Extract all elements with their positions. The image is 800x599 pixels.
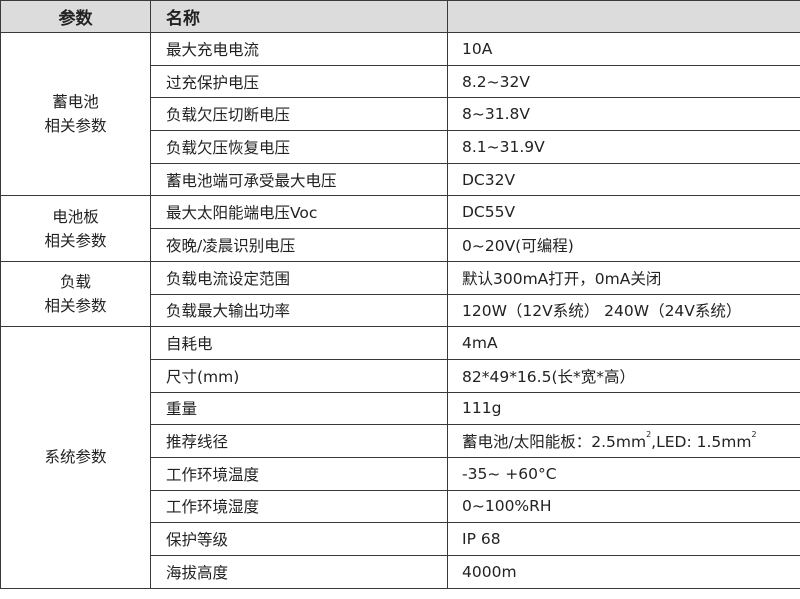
param-name: 保护等级 [150,522,448,556]
table-row: 蓄电池端可承受最大电压 DC32V [1,162,800,197]
header-value [447,0,800,33]
param-value: IP 68 [447,522,800,556]
table-row: 重量 111g [1,391,800,426]
group-label-line2: 相关参数 [44,231,107,250]
param-name: 海拔高度 [150,555,448,589]
param-name: 过充保护电压 [150,64,448,99]
param-name: 最大充电电流 [150,32,448,66]
table-row: 海拔高度 4000m [1,555,800,589]
param-name: 负载欠压切断电压 [150,97,448,132]
param-value: 111g [447,391,800,426]
table-row: 夜晚/凌晨识别电压 0~20V(可编程) [1,228,800,262]
param-value: 82*49*16.5(长*宽*高） [447,358,800,393]
table-row: 负载 相关参数 负载电流设定范围 默认300mA打开，0mA关闭 [0,260,800,328]
param-name: 重量 [150,391,448,426]
table-row: 工作环境温度 -35~ +60°C [1,456,800,491]
param-name: 推荐线径 [150,424,448,458]
param-value: 10A [447,32,800,66]
param-value: 8~31.8V [447,97,800,132]
table-row: 系统参数 自耗电 4mA [0,326,800,589]
param-name: 负载电流设定范围 [150,260,448,295]
table-row: 蓄电池 相关参数 最大充电电流 10A [0,31,800,197]
table-row: 过充保护电压 8.2~32V [1,64,800,99]
param-value: 120W（12V系统） 240W（24V系统） [447,293,800,328]
param-value: -35~ +60°C [447,456,800,491]
group-label-line2: 相关参数 [44,297,107,315]
group-label-line1: 系统参数 [44,448,107,467]
group-label: 负载 相关参数 [0,260,151,328]
param-name: 夜晚/凌晨识别电压 [150,228,448,262]
header-row: 参数 名称 [0,0,800,33]
group-label-line1: 蓄电池 [52,93,99,112]
superscript: 2 [751,430,757,440]
group-label-line1: 负载 [59,273,91,291]
param-name: 尺寸(mm) [150,358,448,393]
param-name: 负载最大输出功率 [150,293,448,328]
group-label-line2: 相关参数 [44,117,107,136]
param-name: 自耗电 [150,326,448,360]
group-label: 蓄电池 相关参数 [0,31,151,197]
param-name: 工作环境温度 [150,456,448,491]
value-part: ,LED: 1.5mm [651,433,752,452]
header-name: 名称 [150,0,448,33]
param-name: 蓄电池端可承受最大电压 [150,162,448,197]
param-value: 0~100%RH [447,489,800,524]
param-value: DC32V [447,162,800,197]
param-value: 8.1~31.9V [447,130,800,164]
param-value: 默认300mA打开，0mA关闭 [447,260,800,295]
table-row: 负载欠压切断电压 8~31.8V [1,97,800,132]
param-value: 4mA [447,326,800,360]
table-row: 电池板 相关参数 最大太阳能端电压Voc DC55V [0,195,800,262]
header-param: 参数 [0,0,151,33]
table-row: 保护等级 IP 68 [1,522,800,556]
param-name: 负载欠压恢复电压 [150,130,448,164]
param-name: 最大太阳能端电压Voc [150,195,448,230]
superscript: 2 [646,430,652,440]
param-name: 工作环境湿度 [150,489,448,524]
group-label: 电池板 相关参数 [0,195,151,262]
group-label-line1: 电池板 [52,207,99,226]
param-value: DC55V [447,195,800,230]
table-row: 推荐线径 蓄电池/太阳能板：2.5mm2,LED: 1.5mm2 [1,424,800,458]
param-value: 8.2~32V [447,64,800,99]
value-part: 蓄电池/太阳能板：2.5mm [462,433,647,452]
param-value: 0~20V(可编程) [447,228,800,262]
table-row: 尺寸(mm) 82*49*16.5(长*宽*高） [1,358,800,393]
group-label: 系统参数 [0,326,151,589]
param-value: 蓄电池/太阳能板：2.5mm2,LED: 1.5mm2 [447,424,800,458]
table-row: 负载欠压恢复电压 8.1~31.9V [1,130,800,164]
table-row: 负载最大输出功率 120W（12V系统） 240W（24V系统） [1,293,800,328]
param-value: 4000m [447,555,800,589]
